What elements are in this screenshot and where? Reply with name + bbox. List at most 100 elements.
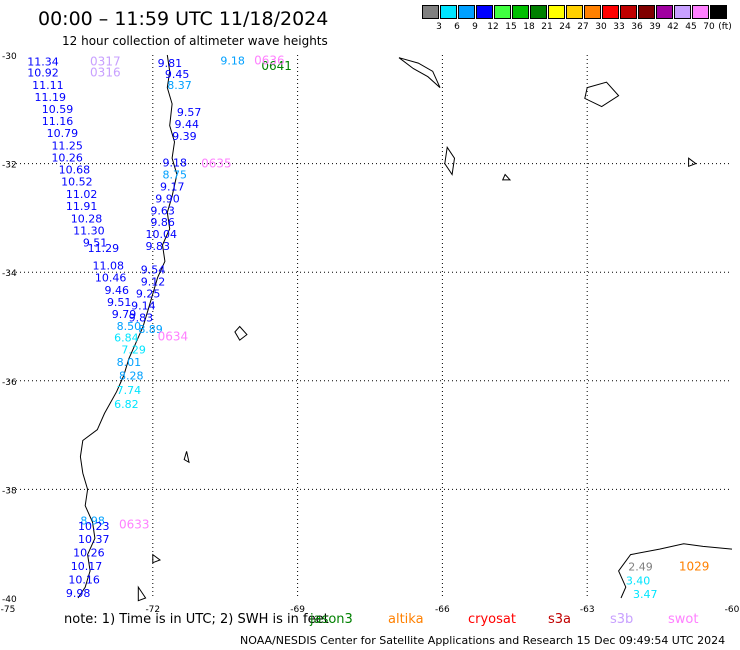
lake-outline [584, 81, 620, 108]
legend-label: 42 [667, 22, 679, 32]
wave-height-value: 9.51 [83, 236, 108, 249]
lon-tick-label: -72 [145, 605, 160, 615]
wave-height-value: 9.18 [162, 157, 187, 170]
legend-label: 18 [523, 22, 535, 32]
lake-outline [501, 173, 512, 181]
wave-height-value: 9.81 [158, 57, 183, 70]
legend-swatch [710, 5, 727, 19]
wave-height-value: 10.92 [27, 66, 59, 79]
legend-swatch [656, 5, 673, 19]
lake-outline [234, 325, 248, 341]
legend-label: 27 [577, 22, 589, 32]
lake-outline [688, 157, 697, 168]
wave-height-value: 9.86 [150, 216, 175, 229]
wave-height-value: 8.89 [138, 323, 163, 336]
wave-height-value: 8.50 [117, 320, 142, 333]
wave-height-value: 9.51 [107, 296, 131, 309]
pass-time-label: 0636 [254, 53, 285, 67]
wave-height-value: 9.25 [136, 287, 161, 300]
satellite-label: s3a [548, 612, 572, 627]
wave-height-value: 3.47 [633, 588, 658, 601]
legend-label: 70 [703, 22, 715, 32]
legend-swatch [692, 5, 709, 19]
legend-label: 6 [454, 22, 460, 32]
wave-height-value: 11.91 [66, 200, 98, 213]
wave-height-value: 8.28 [119, 369, 144, 382]
legend-label: 45 [685, 22, 697, 32]
wave-height-value: 11.34 [27, 56, 59, 69]
legend-label: 15 [505, 22, 517, 32]
satellite-label: jason3 [310, 612, 353, 627]
lake-outline [444, 145, 456, 176]
legend-label: 30 [595, 22, 607, 32]
satellite-label: altika [388, 612, 424, 627]
legend-label: 39 [649, 22, 661, 32]
wave-height-value: 9.90 [155, 192, 180, 205]
wave-height-value: 8.01 [117, 356, 142, 369]
legend-swatch [566, 5, 583, 19]
wave-height-value: 11.16 [42, 115, 74, 128]
legend-label: 9 [472, 22, 478, 32]
legend-swatch [512, 5, 529, 19]
lon-tick-label: -60 [725, 605, 740, 615]
legend-swatch [422, 5, 439, 19]
legend-label: 24 [559, 22, 571, 32]
pass-time-label: 0317 [90, 55, 121, 69]
wave-height-value: 11.19 [35, 91, 66, 104]
legend-swatch [548, 5, 565, 19]
wave-height-value: 9.39 [172, 130, 197, 143]
lake-outline [183, 451, 190, 464]
wave-height-value: 9.63 [150, 204, 175, 217]
wave-height-value: 9.44 [175, 118, 200, 131]
pass-time-label: 0633 [119, 518, 150, 532]
wave-height-value: 8.75 [162, 168, 187, 181]
legend-swatch [440, 5, 457, 19]
wave-height-value: 11.25 [51, 140, 83, 153]
wave-height-value: 7.29 [121, 343, 146, 356]
pass-time-label: 0316 [90, 65, 121, 79]
pass-time-label: 0641 [261, 59, 292, 73]
note-text: note: 1) Time is in UTC; 2) SWH is in fe… [64, 612, 329, 627]
wave-height-value: 3.40 [626, 575, 651, 588]
lon-tick-label: -66 [435, 605, 450, 615]
wave-height-value: 6.84 [114, 331, 139, 344]
legend-swatch [458, 5, 475, 19]
lat-tick-label: -30 [2, 52, 17, 62]
satellite-label: s3b [610, 612, 634, 627]
wave-height-value: 11.02 [66, 188, 98, 201]
coastline [77, 54, 178, 599]
wave-height-value: 10.16 [68, 574, 100, 587]
wave-height-value: 9.12 [141, 275, 166, 288]
lon-tick-label: -69 [290, 605, 305, 615]
lon-tick-label: -75 [1, 605, 16, 615]
wave-height-value: 9.79 [112, 308, 137, 321]
wave-height-value: 9.57 [177, 106, 202, 119]
wave-height-value: 11.30 [73, 224, 105, 237]
chart-title: 00:00 – 11:59 UTC 11/18/2024 [38, 8, 329, 30]
legend-swatch [638, 5, 655, 19]
wave-height-value: 11.11 [32, 79, 64, 92]
wave-height-value: 10.79 [47, 127, 79, 140]
wave-height-value: 9.14 [131, 299, 156, 312]
legend-label: 12 [487, 22, 499, 32]
wave-height-value: 9.45 [165, 68, 190, 81]
lat-tick-label: -34 [2, 269, 17, 279]
footer-credit: NOAA/NESDIS Center for Satellite Applica… [240, 634, 726, 647]
wave-height-value: 9.17 [160, 180, 185, 193]
pass-time-label: 0634 [158, 329, 189, 343]
legend-label: 33 [613, 22, 625, 32]
wave-height-value: 6.82 [114, 398, 139, 411]
wave-height-value: 9.46 [105, 284, 129, 297]
pass-time-label: 0635 [201, 157, 232, 171]
lat-tick-label: -36 [2, 378, 17, 388]
wave-height-value: 9.83 [146, 240, 171, 253]
wave-height-value: 9.83 [129, 311, 154, 324]
wave-height-value: 2.49 [628, 561, 653, 574]
lat-tick-label: -38 [2, 486, 17, 496]
legend-swatch [530, 5, 547, 19]
lat-tick-label: -32 [2, 161, 17, 171]
wave-height-value: 10.26 [73, 546, 105, 559]
wave-height-value: 11.29 [88, 242, 120, 255]
legend-unit: (ft) [718, 22, 732, 32]
